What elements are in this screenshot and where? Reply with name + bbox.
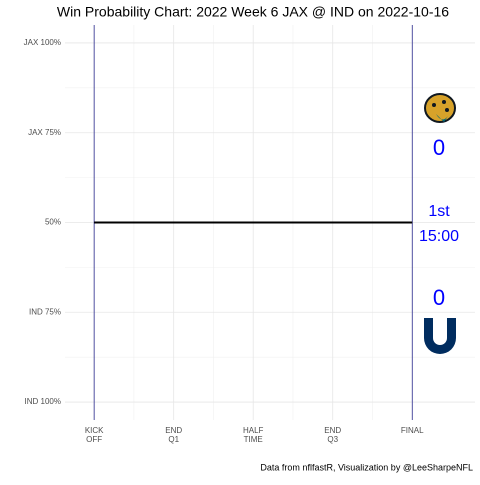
x-tick-label: END Q1 — [165, 426, 182, 444]
home-score: 0 — [433, 285, 445, 310]
y-tick-label: IND 100% — [25, 397, 61, 406]
colts-logo — [424, 318, 456, 354]
x-tick-label: HALF TIME — [243, 426, 264, 444]
caption: Data from nflfastR, Visualization by @Le… — [260, 462, 473, 472]
y-tick-label: IND 75% — [29, 307, 61, 316]
x-tick-label: FINAL — [401, 426, 424, 435]
chart-title: Win Probability Chart: 2022 Week 6 JAX @… — [57, 4, 449, 20]
x-tick-label: END Q3 — [324, 426, 341, 444]
y-tick-label: JAX 100% — [24, 38, 61, 47]
jaguars-logo — [424, 93, 456, 123]
away-score: 0 — [433, 135, 445, 160]
x-tick-label: KICK OFF — [85, 426, 104, 444]
quarter: 1st — [428, 203, 450, 220]
y-tick-label: JAX 75% — [28, 128, 61, 137]
y-tick-label: 50% — [45, 218, 61, 227]
clock: 15:00 — [419, 228, 459, 245]
